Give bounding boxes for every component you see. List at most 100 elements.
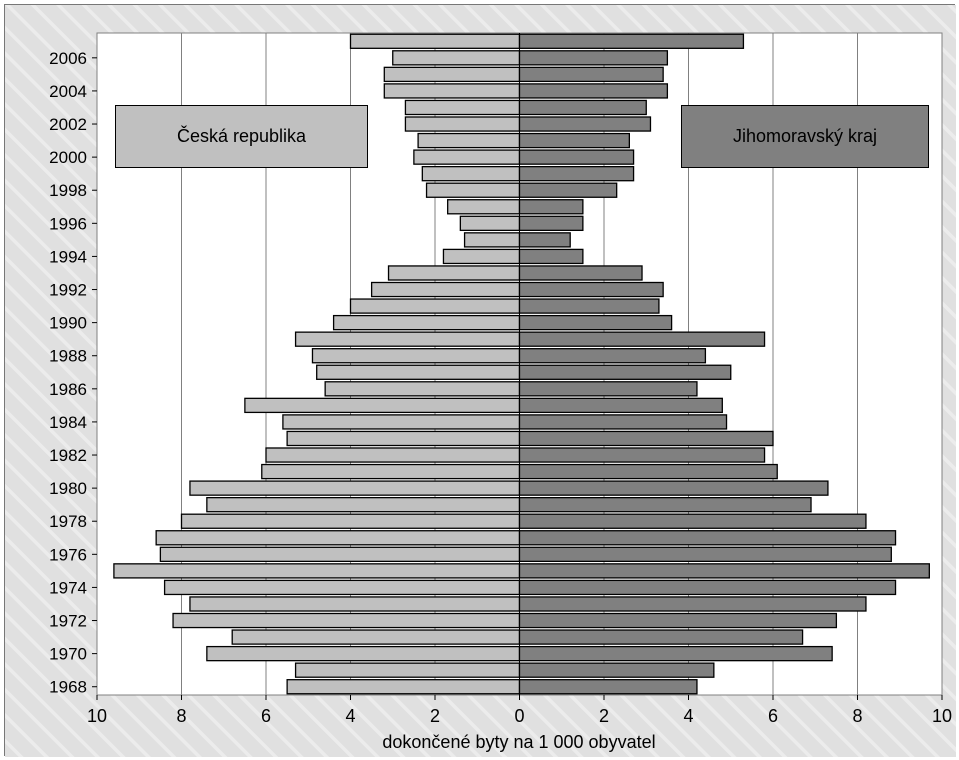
x-tick-label: 6 — [768, 706, 778, 726]
bar-ceska-republika-1984 — [282, 414, 521, 430]
x-tick-label: 6 — [261, 706, 271, 726]
bar-jihomoravsky-kraj-1976 — [518, 546, 892, 563]
bar-ceska-republika-1992 — [370, 281, 521, 298]
bar-ceska-republika-1995 — [463, 232, 521, 248]
bar-jihomoravsky-kraj-1980 — [518, 480, 829, 496]
bar-ceska-republika-2005 — [383, 66, 521, 83]
bar-ceska-republika-1999 — [421, 165, 521, 182]
bar-ceska-republika-1980 — [189, 480, 521, 496]
bar-jihomoravsky-kraj-1989 — [518, 331, 766, 347]
bar-ceska-republika-2004 — [383, 83, 521, 99]
bar-ceska-republika-1975 — [113, 563, 521, 579]
bar-jihomoravsky-kraj-1979 — [518, 496, 812, 513]
bar-ceska-republika-2006 — [392, 50, 521, 66]
bar-jihomoravsky-kraj-1992 — [518, 281, 664, 298]
bar-jihomoravsky-kraj-2001 — [518, 132, 630, 149]
bar-ceska-republika-1985 — [244, 397, 521, 414]
bar-jihomoravsky-kraj-1995 — [518, 232, 571, 248]
y-tick-label: 1976 — [49, 545, 87, 564]
bar-jihomoravsky-kraj-1998 — [518, 182, 618, 198]
legend-label-jihomoravsky-kraj: Jihomoravský kraj — [732, 126, 878, 146]
bar-ceska-republika-1978 — [180, 513, 521, 529]
x-tick-label: 10 — [87, 706, 107, 726]
x-tick-label: 10 — [932, 706, 952, 726]
y-tick-label: 2002 — [49, 115, 87, 134]
legend-jihomoravsky-kraj: Jihomoravský kraj — [681, 105, 929, 168]
bar-ceska-republika-1991 — [349, 298, 521, 314]
bar-ceska-republika-1989 — [294, 331, 521, 347]
y-tick-label: 1978 — [49, 512, 87, 531]
bar-jihomoravsky-kraj-2002 — [518, 116, 652, 132]
bar-ceska-republika-1982 — [265, 447, 521, 463]
x-tick-label: 4 — [683, 706, 693, 726]
bar-jihomoravsky-kraj-1978 — [518, 513, 867, 529]
y-tick-label: 1992 — [49, 281, 87, 300]
bar-ceska-republika-1986 — [324, 381, 521, 397]
bar-jihomoravsky-kraj-2005 — [518, 66, 664, 83]
bar-ceska-republika-1973 — [189, 596, 521, 612]
bar-jihomoravsky-kraj-1987 — [518, 364, 732, 380]
x-tick-label: 2 — [599, 706, 609, 726]
y-tick-label: 1972 — [49, 612, 87, 631]
bar-jihomoravsky-kraj-1991 — [518, 298, 660, 314]
bar-ceska-republika-2000 — [413, 149, 521, 165]
bar-jihomoravsky-kraj-1985 — [518, 397, 723, 414]
bar-jihomoravsky-kraj-1988 — [518, 348, 707, 364]
bar-ceska-republika-2007 — [349, 33, 521, 49]
bar-jihomoravsky-kraj-1994 — [518, 248, 584, 265]
x-tick-label: 8 — [852, 706, 862, 726]
bar-jihomoravsky-kraj-1971 — [518, 629, 804, 645]
legend-label-ceska-republika: Česká republika — [176, 126, 307, 146]
bar-ceska-republika-1994 — [442, 248, 521, 265]
bar-jihomoravsky-kraj-2007 — [518, 33, 745, 49]
bar-jihomoravsky-kraj-1986 — [518, 381, 698, 397]
x-tick-label: 0 — [514, 706, 524, 726]
bar-jihomoravsky-kraj-1975 — [518, 563, 930, 579]
bar-ceska-republika-1977 — [155, 530, 521, 546]
bar-jihomoravsky-kraj-1990 — [518, 314, 673, 331]
bar-ceska-republika-1972 — [172, 612, 521, 629]
bar-ceska-republika-1996 — [459, 215, 521, 232]
bar-jihomoravsky-kraj-1982 — [518, 447, 766, 463]
bar-ceska-republika-1974 — [163, 579, 521, 596]
bar-ceska-republika-1976 — [159, 546, 521, 563]
bar-jihomoravsky-kraj-1977 — [518, 530, 897, 546]
bar-jihomoravsky-kraj-1999 — [518, 165, 635, 182]
bar-jihomoravsky-kraj-1970 — [518, 645, 833, 662]
y-tick-label: 2004 — [49, 82, 87, 101]
y-tick-label: 2000 — [49, 148, 87, 167]
bar-jihomoravsky-kraj-1972 — [518, 612, 838, 629]
bar-jihomoravsky-kraj-1968 — [518, 679, 698, 695]
bar-ceska-republika-1968 — [286, 679, 521, 695]
bar-ceska-republika-1983 — [286, 430, 521, 447]
x-axis-label: dokončené byty na 1 000 obyvatel — [382, 732, 655, 752]
chart-frame: 1968 1970 1972 1974 1976 1978 1980 1982 1984 1986… — [4, 4, 956, 757]
bar-ceska-republika-1971 — [231, 629, 521, 645]
y-tick-label: 1996 — [49, 214, 87, 233]
bar-jihomoravsky-kraj-1974 — [518, 579, 897, 596]
y-tick-label: 2006 — [49, 49, 87, 68]
y-tick-label: 1988 — [49, 347, 87, 366]
y-tick-label: 1974 — [49, 578, 87, 597]
x-tick-label: 2 — [430, 706, 440, 726]
bar-jihomoravsky-kraj-1969 — [518, 662, 715, 678]
bar-jihomoravsky-kraj-2000 — [518, 149, 635, 165]
bar-ceska-republika-2002 — [404, 116, 521, 132]
x-tick-label: 4 — [345, 706, 355, 726]
bar-jihomoravsky-kraj-1973 — [518, 596, 867, 612]
bar-ceska-republika-1988 — [311, 348, 521, 364]
bar-ceska-republika-2001 — [417, 132, 521, 149]
bar-jihomoravsky-kraj-1984 — [518, 414, 728, 430]
bar-jihomoravsky-kraj-1996 — [518, 215, 584, 232]
bar-ceska-republika-1993 — [387, 265, 521, 281]
y-tick-label: 1994 — [49, 247, 87, 266]
bar-ceska-republika-1990 — [332, 314, 521, 331]
bar-jihomoravsky-kraj-1983 — [518, 430, 774, 447]
bar-jihomoravsky-kraj-2006 — [518, 50, 669, 66]
bar-jihomoravsky-kraj-2004 — [518, 83, 669, 99]
bar-jihomoravsky-kraj-1997 — [518, 199, 584, 215]
y-tick-label: 1990 — [49, 314, 87, 333]
bar-jihomoravsky-kraj-1993 — [518, 265, 643, 281]
bar-ceska-republika-1987 — [316, 364, 521, 380]
bar-ceska-republika-1969 — [294, 662, 521, 678]
